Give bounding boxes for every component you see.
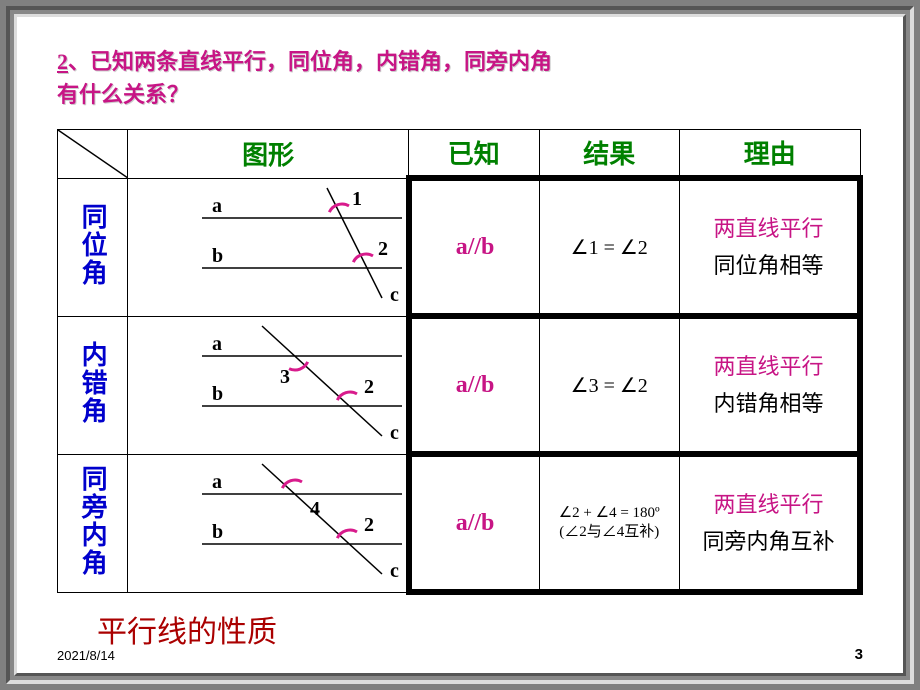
svg-text:c: c [390,284,399,306]
footer-date: 2021/8/14 [57,648,115,663]
svg-text:c: c [390,422,399,444]
known-cell: a//b [409,316,539,454]
svg-text:1: 1 [352,188,362,210]
svg-text:2: 2 [364,514,374,536]
properties-table: 图形 已知 结果 理由 同位角 a b 1 2 c a//b∠1 = ∠2两直线… [57,129,863,595]
header-result: 结果 [539,130,679,179]
svg-text:b: b [212,383,223,405]
svg-text:a: a [212,471,222,493]
question-line2: 有什么关系？ [57,82,189,107]
slide-body: 2、已知两条直线平行，同位角，内错角，同旁内角 有什么关系？ 图形 已知 结果 … [14,14,906,676]
header-diag-cell [58,130,128,179]
known-cell: a//b [409,178,539,316]
svg-text:4: 4 [310,498,320,520]
row-label-cell: 内错角 [58,316,128,454]
svg-text:a: a [212,333,222,355]
diagram-cell: a b 1 2 c [128,178,409,316]
question-text: 2、已知两条直线平行，同位角，内错角，同旁内角 有什么关系？ [57,45,863,111]
diagram-cell: a b 3 2 c [128,316,409,454]
header-diagram: 图形 [128,130,409,179]
svg-text:2: 2 [364,376,374,398]
reason-cell: 两直线平行同位角相等 [679,178,860,316]
reason-cell: 两直线平行内错角相等 [679,316,860,454]
footer-title: 平行线的性质 [97,607,277,651]
svg-text:a: a [212,195,222,217]
row-label: 内错角 [74,341,111,425]
header-reason: 理由 [679,130,860,179]
result-cell: ∠2 + ∠4 = 180º(∠2与∠4互补) [539,454,679,592]
reason-cell: 两直线平行同旁内角互补 [679,454,860,592]
svg-text:b: b [212,521,223,543]
header-known: 已知 [409,130,539,179]
known-cell: a//b [409,454,539,592]
svg-text:b: b [212,245,223,267]
row-label: 同旁内角 [74,465,111,577]
row-label-cell: 同旁内角 [58,454,128,592]
svg-text:2: 2 [378,238,388,260]
row-label-cell: 同位角 [58,178,128,316]
svg-text:3: 3 [280,366,290,388]
row-label: 同位角 [74,203,111,287]
diagram-cell: a b 4 2 c [128,454,409,592]
result-cell: ∠1 = ∠2 [539,178,679,316]
question-line1: 、已知两条直线平行，同位角，内错角，同旁内角 [68,49,552,74]
result-cell: ∠3 = ∠2 [539,316,679,454]
footer-page: 3 [855,646,863,663]
svg-text:c: c [390,560,399,582]
question-number: 2 [57,49,68,74]
